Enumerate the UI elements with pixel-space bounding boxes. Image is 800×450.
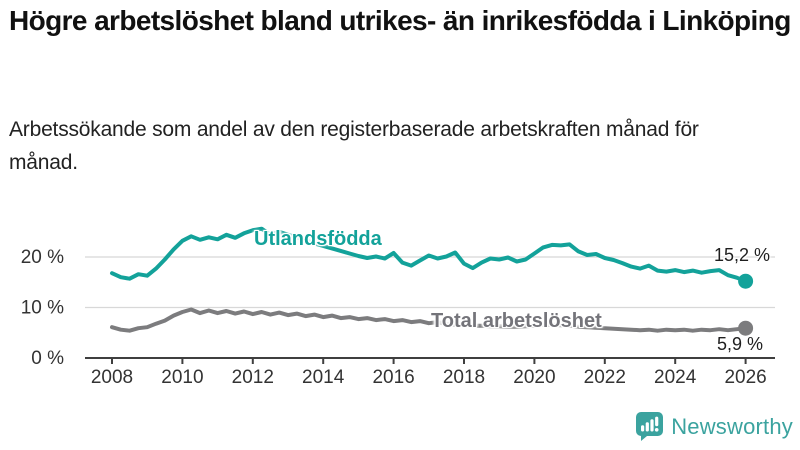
logo-exclamation-dot — [655, 428, 659, 432]
series-label-total-arbetsloshet: Total arbetslöshet — [431, 310, 602, 332]
y-tick-label-20: 20 % — [21, 247, 64, 268]
series-end-dot-1 — [738, 320, 754, 336]
x-tick-label-2008: 2008 — [91, 367, 133, 388]
x-tick-label-2018: 2018 — [443, 367, 485, 388]
logo-bar-small — [641, 425, 645, 432]
x-tick-label-2010: 2010 — [161, 367, 203, 388]
end-value-total: 5,9 % — [716, 334, 763, 354]
series-label-utlandsfodda: Utlandsfödda — [254, 228, 382, 250]
y-tick-label-10: 10 % — [21, 298, 64, 319]
page-subtitle: Arbetssökande som andel av den registerb… — [9, 118, 699, 174]
x-tick-label-2026: 2026 — [724, 367, 766, 388]
series-line-0 — [110, 226, 748, 284]
logo-bar-medium — [645, 422, 650, 432]
series-line-1 — [110, 307, 748, 333]
x-tick-label-2014: 2014 — [302, 367, 345, 388]
series-end-dot-0 — [738, 273, 754, 289]
logo-bar-large — [650, 419, 654, 432]
x-tick-label-2022: 2022 — [584, 367, 626, 388]
newsworthy-logo-icon — [636, 412, 664, 441]
newsworthy-logo-text: Newsworthy — [671, 413, 793, 439]
page-title: Högre arbetslöshet bland utrikes- än inr… — [9, 5, 791, 36]
y-tick-label-0: 0 % — [31, 348, 64, 369]
x-tick-label-2012: 2012 — [232, 367, 274, 388]
newsworthy-logo[interactable]: Newsworthy — [635, 412, 793, 441]
x-tick-label-2024: 2024 — [654, 367, 697, 388]
x-tick-label-2016: 2016 — [372, 367, 414, 388]
end-value-utlandsfodda: 15,2 % — [713, 245, 770, 265]
x-tick-label-2020: 2020 — [513, 367, 555, 388]
logo-exclamation-bar — [655, 416, 659, 427]
